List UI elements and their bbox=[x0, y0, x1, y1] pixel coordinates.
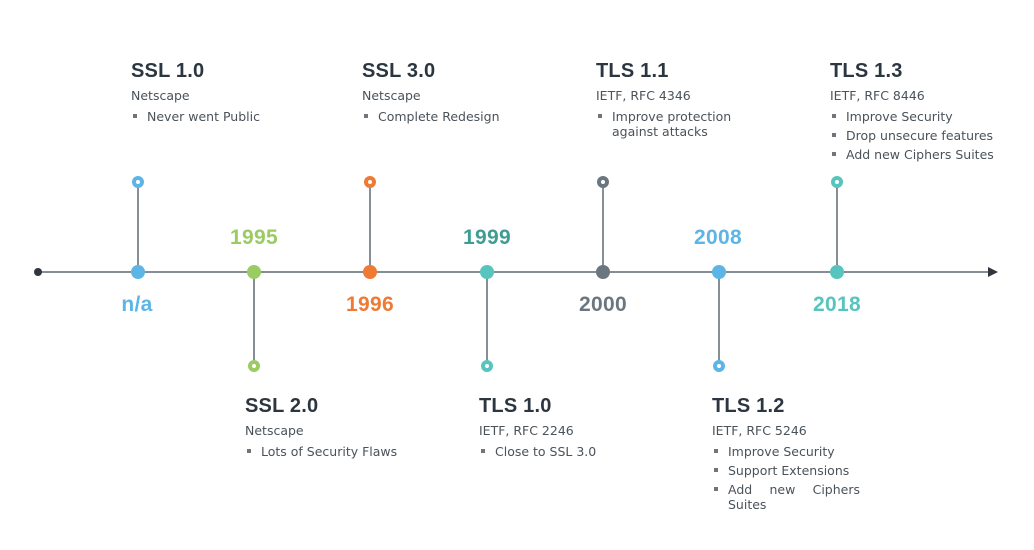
event-note: Improve Security bbox=[830, 109, 1020, 124]
event-tls-1-3: TLS 1.3 IETF, RFC 8446 Improve Security … bbox=[830, 60, 1020, 166]
axis-node-tls13 bbox=[830, 265, 844, 279]
event-organization: Netscape bbox=[362, 88, 421, 103]
event-tls-1-0: TLS 1.0 IETF, RFC 2246 Close to SSL 3.0 bbox=[479, 395, 649, 463]
year-label-tls-1-3: 2018 bbox=[813, 293, 861, 316]
event-notes: Improve Security Support Extensions Add … bbox=[712, 444, 860, 512]
event-organization: IETF, RFC 2246 bbox=[479, 423, 574, 438]
event-note: Close to SSL 3.0 bbox=[479, 444, 649, 459]
event-note: Never went Public bbox=[131, 109, 291, 124]
event-notes: Never went Public bbox=[131, 109, 291, 124]
event-note: Improve Security bbox=[712, 444, 860, 459]
event-note: Add new Ciphers Suites bbox=[712, 482, 860, 512]
stem-end-center-tls10 bbox=[485, 364, 489, 368]
event-note: Drop unsecure features bbox=[830, 128, 1020, 143]
event-version: TLS 1.2 bbox=[712, 395, 785, 417]
axis-node-tls11 bbox=[596, 265, 610, 279]
event-tls-1-2: TLS 1.2 IETF, RFC 5246 Improve Security … bbox=[712, 395, 860, 516]
event-tls-1-1: TLS 1.1 IETF, RFC 4346 Improve protectio… bbox=[596, 60, 746, 143]
year-label-tls-1-2: 2008 bbox=[694, 226, 742, 249]
event-version: TLS 1.1 bbox=[596, 60, 669, 82]
event-organization: IETF, RFC 8446 bbox=[830, 88, 925, 103]
stem-end-center-tls12 bbox=[717, 364, 721, 368]
event-version: TLS 1.3 bbox=[830, 60, 903, 82]
axis-node-tls10 bbox=[480, 265, 494, 279]
year-label-ssl-3-0: 1996 bbox=[346, 293, 394, 316]
event-organization: Netscape bbox=[131, 88, 190, 103]
axis-node-tls12 bbox=[712, 265, 726, 279]
event-notes: Lots of Security Flaws bbox=[245, 444, 435, 459]
event-note: Support Extensions bbox=[712, 463, 860, 478]
event-note: Improve protection against attacks bbox=[596, 109, 746, 139]
event-notes: Improve Security Drop unsecure features … bbox=[830, 109, 1020, 162]
axis-start-dot bbox=[34, 268, 42, 276]
stem-end-center-ssl3 bbox=[368, 180, 372, 184]
axis-arrow-icon bbox=[988, 267, 998, 277]
event-organization: Netscape bbox=[245, 423, 304, 438]
event-version: SSL 1.0 bbox=[131, 60, 205, 82]
year-label-ssl-2-0: 1995 bbox=[230, 226, 278, 249]
axis-node-ssl1 bbox=[131, 265, 145, 279]
stem-end-center-tls11 bbox=[601, 180, 605, 184]
event-ssl-3-0: SSL 3.0 Netscape Complete Redesign bbox=[362, 60, 532, 128]
event-notes: Close to SSL 3.0 bbox=[479, 444, 649, 459]
year-label-ssl-1-0: n/a bbox=[121, 293, 153, 316]
axis-node-ssl3 bbox=[363, 265, 377, 279]
event-note: Complete Redesign bbox=[362, 109, 532, 124]
event-organization: IETF, RFC 4346 bbox=[596, 88, 691, 103]
event-notes: Improve protection against attacks bbox=[596, 109, 746, 139]
stem-end-center-ssl1 bbox=[136, 180, 140, 184]
event-version: SSL 2.0 bbox=[245, 395, 319, 417]
stem-end-center-ssl2 bbox=[252, 364, 256, 368]
event-notes: Complete Redesign bbox=[362, 109, 532, 124]
event-ssl-1-0: SSL 1.0 Netscape Never went Public bbox=[131, 60, 291, 128]
axis-node-ssl2 bbox=[247, 265, 261, 279]
event-note: Lots of Security Flaws bbox=[245, 444, 435, 459]
year-label-tls-1-1: 2000 bbox=[579, 293, 627, 316]
event-ssl-2-0: SSL 2.0 Netscape Lots of Security Flaws bbox=[245, 395, 435, 463]
stem-end-center-tls13 bbox=[835, 180, 839, 184]
event-version: SSL 3.0 bbox=[362, 60, 436, 82]
event-version: TLS 1.0 bbox=[479, 395, 552, 417]
year-label-tls-1-0: 1999 bbox=[463, 226, 511, 249]
event-note: Add new Ciphers Suites bbox=[830, 147, 1020, 162]
event-organization: IETF, RFC 5246 bbox=[712, 423, 807, 438]
